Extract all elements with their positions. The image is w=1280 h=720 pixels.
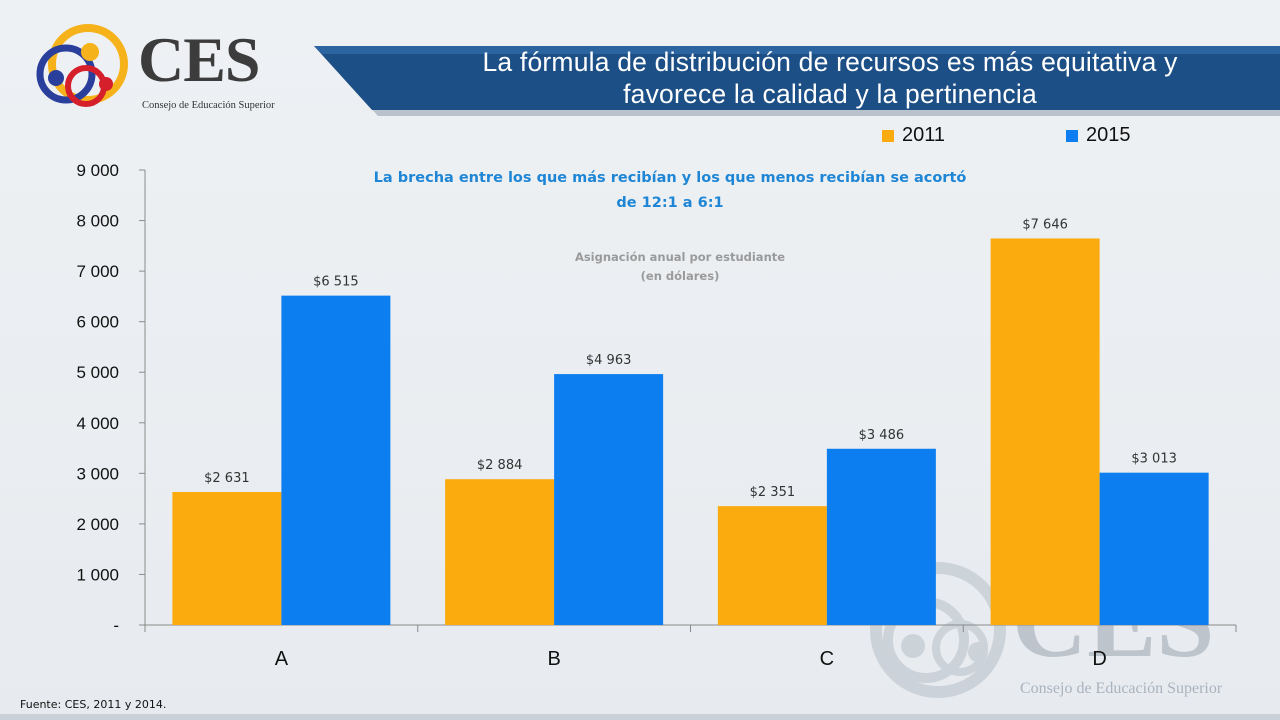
bar-2011-C <box>717 506 827 625</box>
title-line-2: favorece la calidad y la pertinencia <box>623 79 1037 109</box>
logo-subtitle: Consejo de Educación Superior <box>142 100 275 111</box>
title-line-1: La fórmula de distribución de recursos e… <box>482 47 1178 77</box>
title-band <box>314 46 1280 116</box>
chart-subcaption: Asignación anual por estudiante (en dóla… <box>540 248 820 286</box>
data-label-2011-C: $2 351 <box>750 485 796 500</box>
legend-item-2011: 2011 <box>882 124 945 147</box>
y-tick-label: 3 000 <box>76 464 119 483</box>
y-tick-label: 8 000 <box>76 212 119 231</box>
bar-2015-A <box>281 295 391 625</box>
y-tick-label: 9 000 <box>76 161 119 180</box>
ces-logo: CES Consejo de Educación Superior <box>30 22 290 122</box>
bar-2011-A <box>172 491 282 625</box>
watermark-logo-icon <box>870 562 1006 698</box>
data-label-2015-A: $6 515 <box>313 275 359 290</box>
bar-2015-D <box>1099 472 1209 625</box>
legend-swatch-2011 <box>882 129 894 142</box>
headline-line-2: de 12:1 a 6:1 <box>616 195 724 211</box>
bar-2015-C <box>826 448 936 625</box>
logo-text: CES <box>138 24 260 95</box>
subcaption-line-1: Asignación anual por estudiante <box>574 250 786 264</box>
data-label-2015-C: $3 486 <box>859 428 905 443</box>
legend-label-2015: 2015 <box>1086 124 1131 146</box>
slide-title: La fórmula de distribución de recursos e… <box>395 46 1265 110</box>
x-tick-label: B <box>547 648 560 670</box>
x-tick-label: A <box>275 648 289 670</box>
legend-item-2015: 2015 <box>1066 124 1131 147</box>
subcaption-line-2: (en dólares) <box>640 269 720 283</box>
data-label-2011-D: $7 646 <box>1022 217 1068 232</box>
data-label-2011-B: $2 884 <box>477 458 523 473</box>
data-label-2015-D: $3 013 <box>1131 452 1177 467</box>
headline-line-1: La brecha entre los que más recibían y l… <box>373 170 967 186</box>
x-tick-label: C <box>820 648 834 670</box>
y-tick-label: 4 000 <box>76 414 119 433</box>
x-tick-label: D <box>1092 648 1106 670</box>
y-tick-label: 2 000 <box>76 515 119 534</box>
watermark-subtitle: Consejo de Educación Superior <box>1020 680 1223 697</box>
ces-logo-mark-icon <box>36 24 128 107</box>
y-tick-label: - <box>113 616 119 635</box>
data-label-2015-B: $4 963 <box>586 353 632 368</box>
y-tick-label: 5 000 <box>76 363 119 382</box>
chart-headline: La brecha entre los que más recibían y l… <box>340 166 1000 216</box>
y-tick-label: 7 000 <box>76 262 119 281</box>
legend-swatch-2015 <box>1066 129 1078 142</box>
y-tick-label: 6 000 <box>76 313 119 332</box>
source-note: Fuente: CES, 2011 y 2014. <box>20 698 167 711</box>
bottom-strip <box>0 714 1280 720</box>
y-tick-label: 1 000 <box>76 565 119 584</box>
bar-2015-B <box>554 374 664 625</box>
legend-label-2011: 2011 <box>902 124 946 146</box>
data-label-2011-A: $2 631 <box>204 471 250 486</box>
bar-2011-D <box>990 238 1100 626</box>
bar-2011-B <box>445 479 555 625</box>
